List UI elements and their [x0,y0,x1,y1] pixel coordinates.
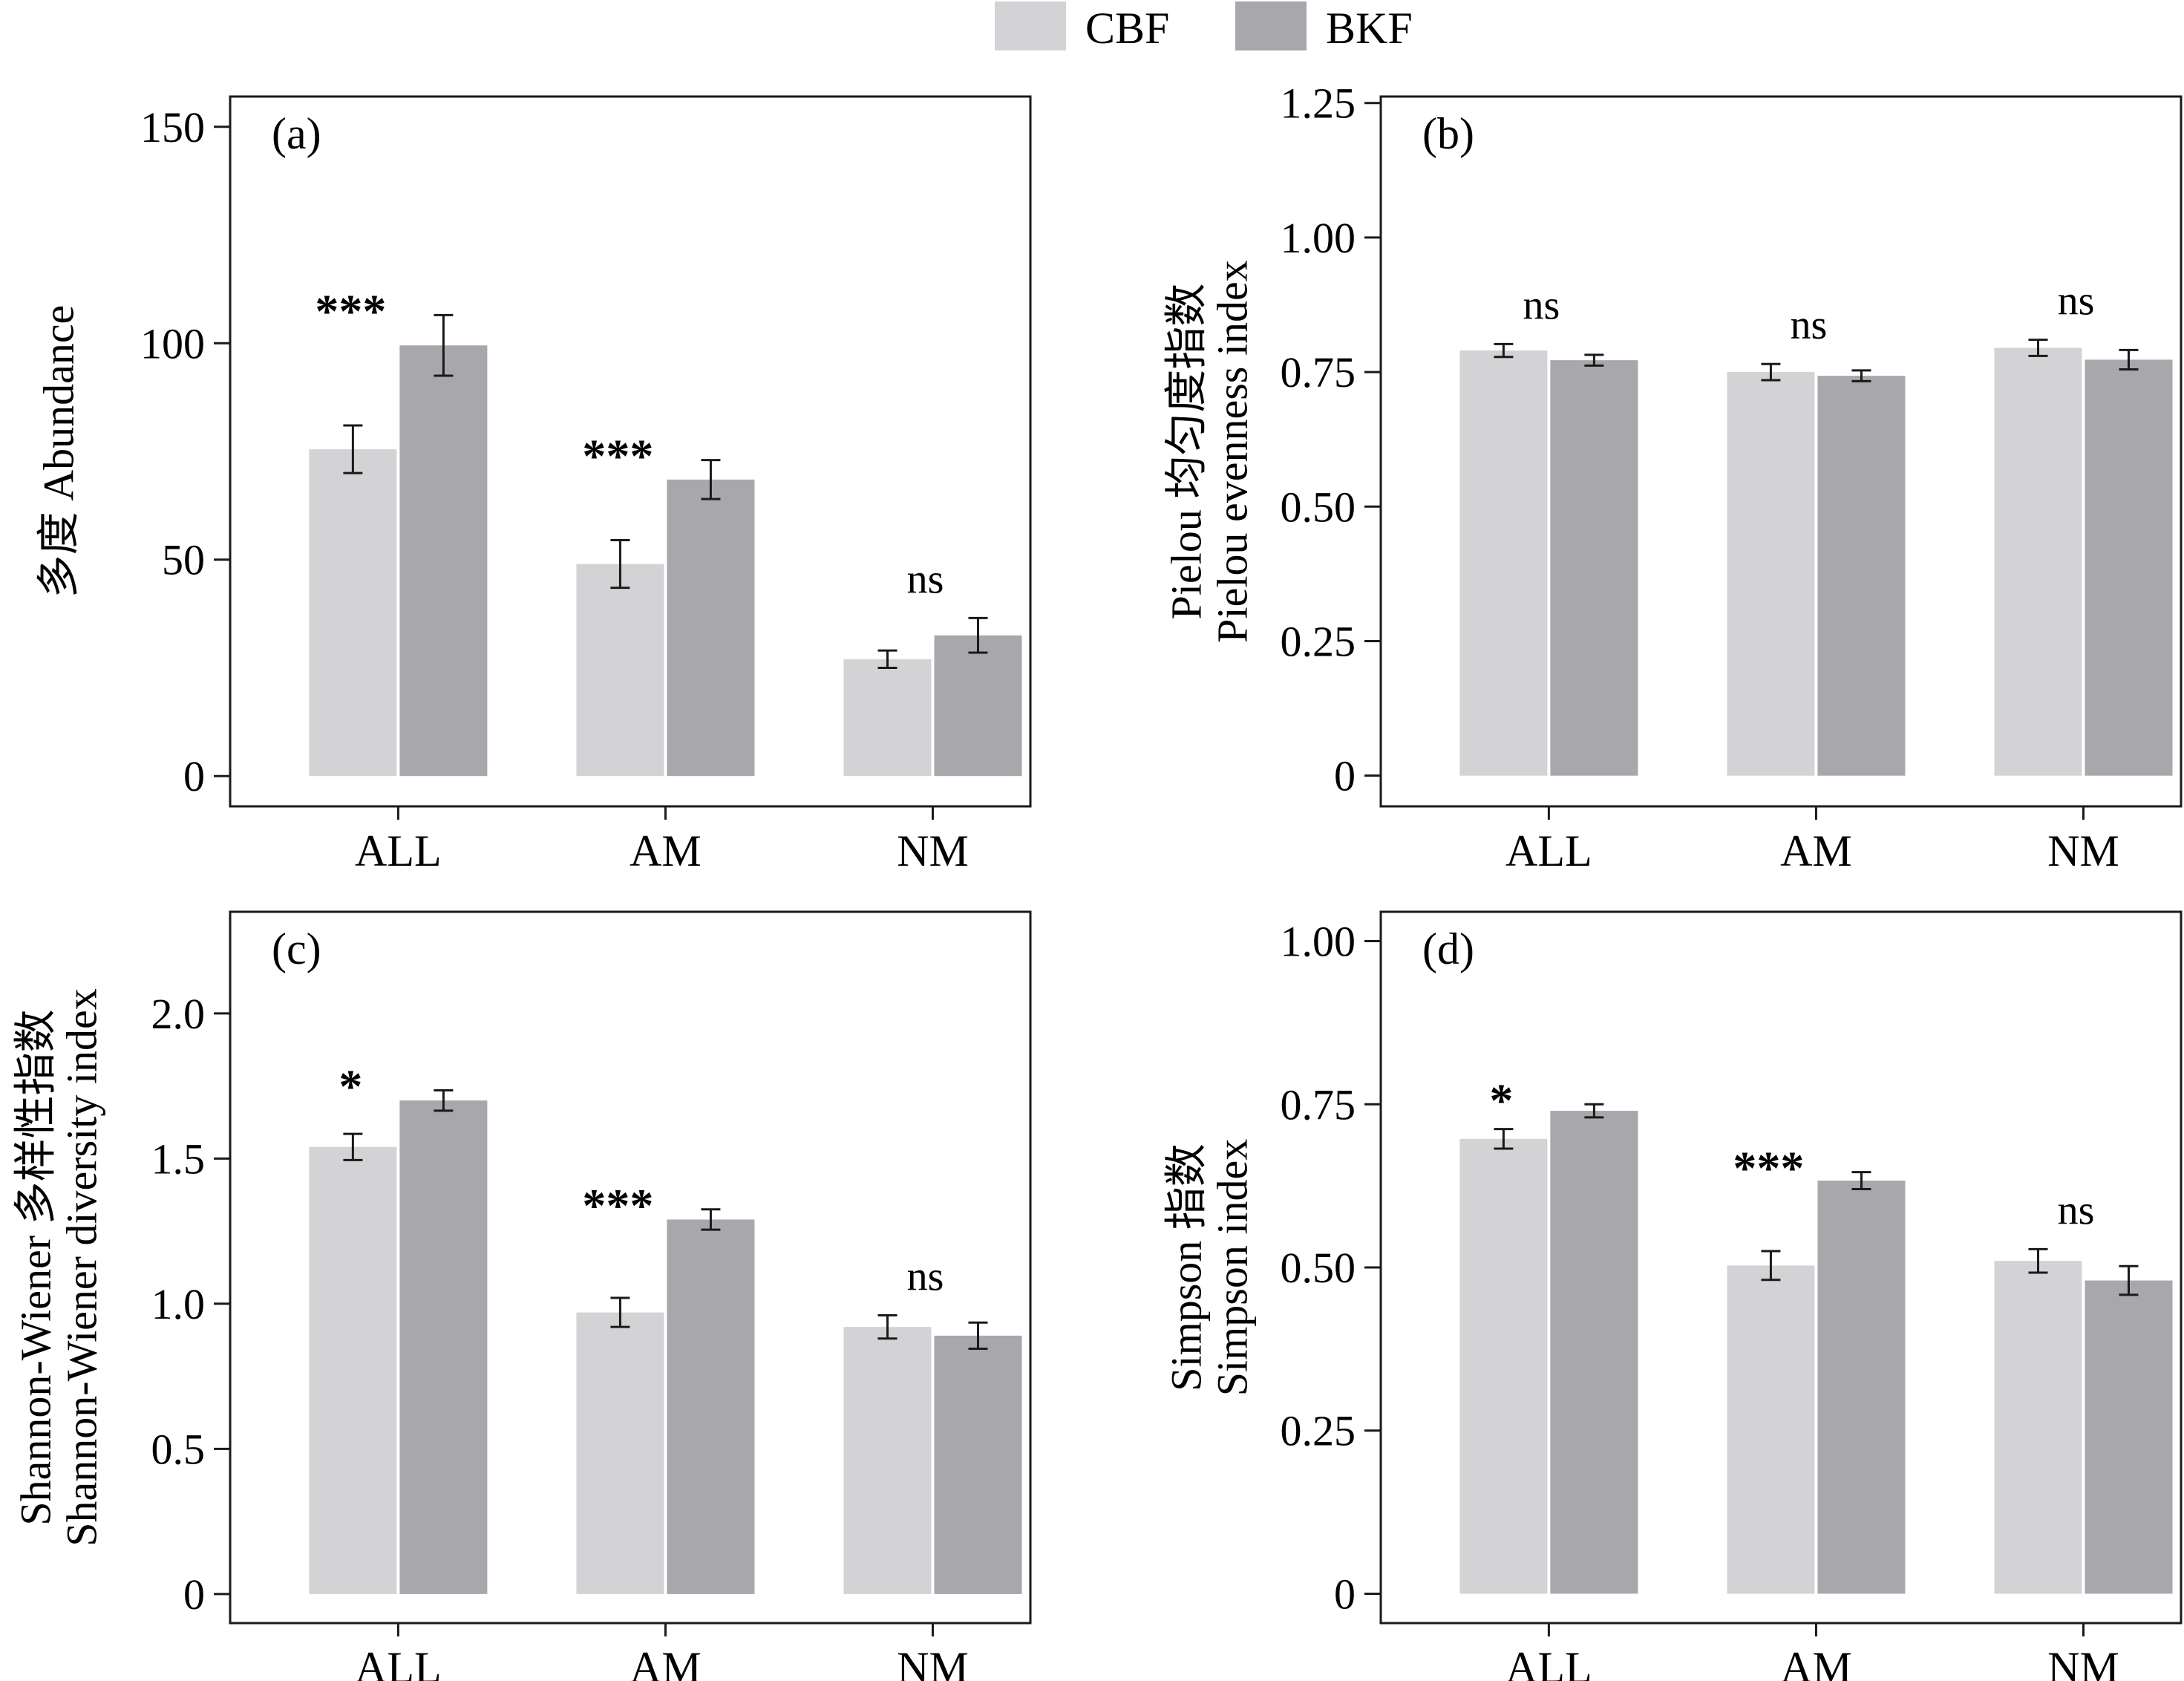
bar-cbf-all [1459,350,1548,776]
y-tick-label: 1.0 [151,1280,206,1328]
panel-label: (d) [1422,924,1474,973]
bar-cbf-nm [1994,1261,2082,1594]
significance-label: * [1489,1074,1513,1126]
panel-label: (b) [1422,109,1474,158]
significance-label: * [339,1060,362,1112]
y-axis-label: Pielou evenness index [1208,260,1256,642]
significance-label: ns [2058,278,2095,324]
bar-bkf-all [1550,1111,1638,1594]
significance-label: ns [1523,282,1560,328]
x-tick-label: NM [2047,826,2119,875]
significance-label: *** [582,430,653,483]
y-tick-label: 0.5 [151,1425,206,1473]
y-tick-label: 0.50 [1281,483,1356,531]
y-axis-label: Shannon-Wiener diversity index [57,988,105,1546]
y-tick-label: 0.25 [1281,617,1356,665]
bar-cbf-am [1727,1265,1815,1594]
y-axis-label: Shannon-Wiener 多样性指数 [11,1009,59,1525]
bar-bkf-am [1817,1181,1906,1594]
bar-cbf-am [1727,372,1815,776]
x-tick-label: AM [630,1643,702,1681]
plot-frame [229,95,1032,808]
bar-bkf-am [1817,376,1906,776]
bar-cbf-am [576,1312,664,1594]
y-tick-label: 0 [183,752,205,800]
y-tick-label: 50 [162,536,205,584]
panel-label: (a) [272,109,321,158]
y-axis-label: Simpson 指数 [1162,1143,1210,1391]
y-tick-label: 0 [183,1570,205,1619]
y-tick-label: 0.25 [1281,1407,1356,1455]
legend: CBF BKF [995,1,1413,53]
bar-cbf-nm [843,1327,932,1594]
x-tick-label: AM [1780,826,1852,875]
plot-frame [1379,95,2183,808]
bar-bkf-nm [934,635,1022,777]
x-tick-label: AM [630,826,702,875]
bar-cbf-nm [843,659,932,777]
bar-bkf-all [1550,360,1638,776]
chart-panel-b: 0 0.25 0.50 0.75 1.00 1.25 (b) Pielou 均匀度指数Piel… [1162,79,2183,875]
x-tick-label: ALL [355,826,442,875]
significance-label: *** [582,1179,653,1232]
chart-panel-c: 0 0.5 1.0 1.5 2.0 (c) Shannon-Wiener 多样性指数Shan… [11,910,1032,1681]
legend-label-cbf: CBF [1085,4,1169,53]
significance-label: *** [1733,1142,1804,1195]
y-tick-label: 0 [1334,1570,1356,1618]
significance-label: ns [907,556,944,602]
bar-bkf-am [667,479,755,777]
y-tick-label: 100 [140,319,205,368]
y-tick-label: 2.0 [151,990,206,1038]
bar-cbf-all [309,1146,397,1594]
y-axis-label: 多度 Abundance [34,305,82,598]
bar-bkf-nm [934,1335,1022,1594]
significance-label: ns [1791,302,1828,348]
y-tick-label: 0.75 [1281,1080,1356,1129]
y-tick-label: 0.50 [1281,1244,1356,1292]
significance-label: *** [315,284,386,337]
y-axis-label: Simpson index [1208,1139,1256,1396]
x-tick-label: AM [1780,1643,1852,1681]
x-tick-label: NM [897,1643,969,1681]
x-tick-label: ALL [1505,826,1592,875]
x-tick-label: ALL [355,1643,442,1681]
significance-label: ns [907,1254,944,1300]
x-tick-label: NM [897,826,969,875]
bar-bkf-am [667,1219,755,1594]
plot-frame [229,910,1032,1625]
y-tick-label: 1.5 [151,1135,206,1183]
bar-cbf-nm [1994,347,2082,776]
bar-cbf-am [576,564,664,777]
y-tick-label: 0 [1334,752,1356,800]
legend-swatch-cbf [995,1,1066,50]
bar-bkf-nm [2085,1280,2173,1594]
bar-cbf-all [1459,1138,1548,1594]
bar-bkf-all [399,1100,488,1594]
y-tick-label: 1.00 [1281,214,1356,262]
x-tick-label: NM [2047,1643,2119,1681]
bar-bkf-nm [2085,359,2173,776]
legend-swatch-bkf [1235,1,1307,50]
y-axis-label: Pielou 均匀度指数 [1162,284,1210,620]
x-tick-label: ALL [1505,1643,1592,1681]
panel-label: (c) [272,924,321,973]
bar-bkf-all [399,345,488,777]
y-tick-label: 150 [140,103,205,151]
legend-label-bkf: BKF [1326,4,1413,53]
y-tick-label: 1.25 [1281,79,1356,128]
y-tick-label: 0.75 [1281,348,1356,396]
significance-label: ns [2058,1187,2095,1233]
y-tick-label: 1.00 [1281,918,1356,966]
chart-panel-a: 0 50 100 150 (a) 多度 Abundance ALL *** AM *** NM ns [34,95,1032,875]
bar-cbf-all [309,449,397,777]
